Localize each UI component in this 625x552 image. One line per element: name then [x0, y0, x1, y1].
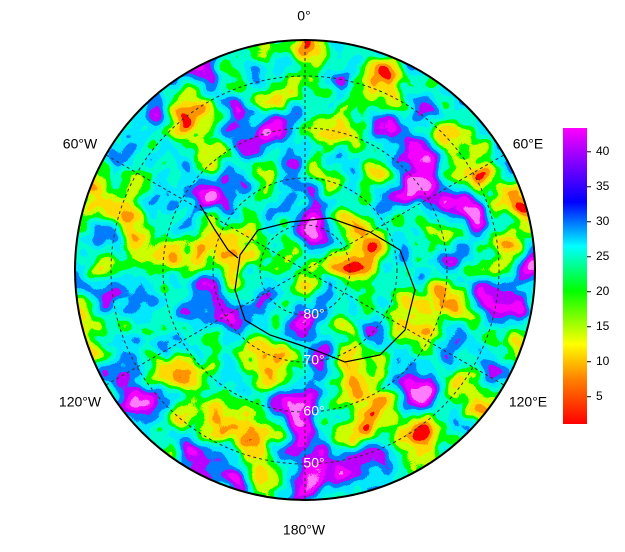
- colorbar-tick-label: 30: [596, 214, 610, 228]
- colorbar: [563, 128, 587, 424]
- colorbar-tick-label: 20: [596, 284, 610, 298]
- colorbar-tick-label: 5: [596, 389, 603, 403]
- lat-label: 70°: [303, 352, 324, 368]
- lon-label: 120°W: [59, 394, 102, 410]
- map-field: [75, 40, 535, 500]
- lat-label: 50°: [303, 455, 324, 471]
- colorbar-tick-label: 35: [596, 179, 610, 193]
- lon-label: 180°W: [283, 522, 326, 538]
- lat-label: 80°: [303, 306, 324, 322]
- colorbar-tick-label: 25: [596, 249, 610, 263]
- map-border: [74, 39, 536, 501]
- lon-label: 60°E: [513, 136, 544, 152]
- lon-label: 120°E: [509, 394, 547, 410]
- colorbar-tick-label: 40: [596, 144, 610, 158]
- lat-label: 60°: [303, 403, 324, 419]
- graticule: [105, 40, 505, 500]
- lon-label: 60°W: [63, 136, 98, 152]
- colorbar-tick-label: 15: [596, 319, 610, 333]
- colorbar-tick-label: 10: [596, 354, 610, 368]
- coastline: [199, 204, 416, 363]
- lon-label: 0°: [297, 8, 310, 24]
